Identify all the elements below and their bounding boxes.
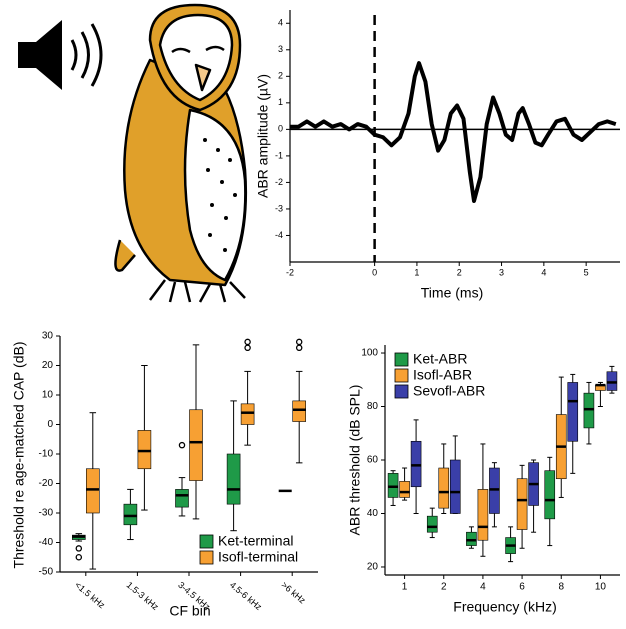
y-tick-label: 20 — [42, 360, 54, 371]
x-tick-label: -2 — [286, 267, 294, 277]
box — [86, 468, 100, 514]
y-tick-label: 1 — [278, 97, 283, 107]
legend-swatch — [394, 352, 409, 367]
y-axis-title: ABR amplitude (µV) — [255, 74, 271, 198]
x-tick-label: 8 — [558, 582, 564, 593]
box — [175, 489, 189, 508]
legend-label: Sevofl-ABR — [413, 383, 485, 399]
legend-swatch — [394, 384, 409, 399]
y-tick-label: 0 — [278, 124, 283, 134]
y-tick-label: 4 — [278, 18, 283, 28]
x-tick-label: <1.5 kHz — [73, 580, 107, 611]
x-tick-label: 10 — [595, 582, 607, 593]
y-tick-label: 2 — [278, 71, 283, 81]
box — [567, 382, 579, 442]
x-tick-label: 1 — [402, 582, 408, 593]
x-tick-label: >6 kHz — [279, 580, 307, 606]
box — [438, 467, 450, 509]
y-axis-title: Threshold re age-matched CAP (dB) — [11, 342, 27, 569]
legend-label: Ket-terminal — [218, 533, 293, 549]
legend-label: Isofl-terminal — [218, 549, 298, 565]
y-tick-label: -2 — [275, 177, 283, 187]
box — [583, 392, 595, 429]
x-tick-label: 4 — [480, 582, 486, 593]
y-axis-title: ABR threshold (dB SPL) — [347, 385, 363, 536]
y-tick-label: 30 — [42, 331, 54, 342]
outlier — [178, 441, 186, 449]
box — [137, 430, 152, 470]
legend-swatch — [394, 368, 409, 383]
y-tick-label: -4 — [275, 230, 283, 240]
x-tick-label: 0 — [372, 267, 377, 277]
x-tick-label: 2 — [457, 267, 462, 277]
x-tick-label: 3 — [499, 267, 504, 277]
box — [292, 400, 307, 422]
y-tick-label: -30 — [39, 508, 54, 519]
box — [466, 531, 477, 546]
box — [449, 459, 461, 514]
box — [410, 440, 422, 488]
outlier — [244, 338, 251, 346]
x-tick-label: 5 — [584, 267, 589, 277]
x-tick-label: 2 — [441, 582, 447, 593]
x-tick-label: 6 — [519, 582, 525, 593]
y-tick-label: -50 — [39, 567, 54, 578]
outlier — [295, 344, 303, 352]
box — [387, 473, 399, 498]
box — [477, 489, 489, 541]
y-tick-label: 0 — [47, 419, 53, 430]
legend-label: Ket-ABR — [413, 351, 467, 367]
owl-illustration — [114, 3, 248, 303]
box — [489, 467, 500, 514]
y-tick-label: -40 — [39, 537, 54, 548]
y-tick-label: 80 — [367, 401, 379, 412]
y-tick-label: -3 — [275, 203, 283, 213]
legend-swatch — [199, 534, 214, 549]
box — [544, 470, 556, 520]
y-tick-label: 60 — [367, 455, 379, 466]
box — [399, 481, 410, 498]
y-tick-label: -20 — [39, 478, 54, 489]
box — [240, 403, 255, 425]
outlier — [75, 554, 83, 561]
waveform — [290, 61, 617, 203]
y-tick-label: 100 — [361, 348, 378, 359]
legend-label: Isofl-ABR — [413, 367, 472, 383]
x-tick-label: 1 — [414, 267, 419, 277]
y-tick-label: 3 — [278, 44, 283, 54]
y-tick-label: 40 — [367, 508, 379, 519]
y-tick-label: 10 — [42, 390, 54, 401]
y-tick-label: 20 — [367, 562, 379, 573]
outlier — [244, 344, 251, 352]
legend-swatch — [199, 550, 214, 565]
y-tick-label: -10 — [39, 449, 54, 460]
x-tick-label: 4.5-6 kHz — [228, 580, 264, 613]
box — [189, 409, 203, 481]
y-tick-label: -1 — [275, 150, 283, 160]
x-tick-label: 1.5-3 kHz — [125, 580, 161, 613]
box — [516, 478, 528, 530]
owl-spots — [203, 138, 237, 252]
box — [606, 371, 618, 391]
outlier — [75, 545, 83, 552]
x-tick-label: 4 — [541, 267, 546, 277]
box — [426, 515, 438, 533]
box — [123, 503, 138, 526]
box — [226, 453, 241, 505]
x-axis-title: CF bin — [169, 603, 210, 619]
x-axis-title: Time (ms) — [421, 285, 483, 301]
x-axis-title: Frequency (kHz) — [453, 599, 556, 615]
speaker-icon — [18, 20, 103, 90]
outlier — [295, 338, 303, 346]
